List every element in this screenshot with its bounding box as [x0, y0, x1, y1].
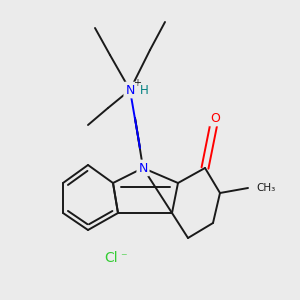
- Text: Cl: Cl: [104, 251, 118, 265]
- Text: ⁻: ⁻: [120, 251, 127, 265]
- Text: N: N: [125, 83, 135, 97]
- Text: CH₃: CH₃: [256, 183, 275, 193]
- Text: +: +: [133, 78, 141, 88]
- Text: O: O: [210, 112, 220, 124]
- Text: N: N: [138, 161, 148, 175]
- Text: H: H: [140, 85, 148, 98]
